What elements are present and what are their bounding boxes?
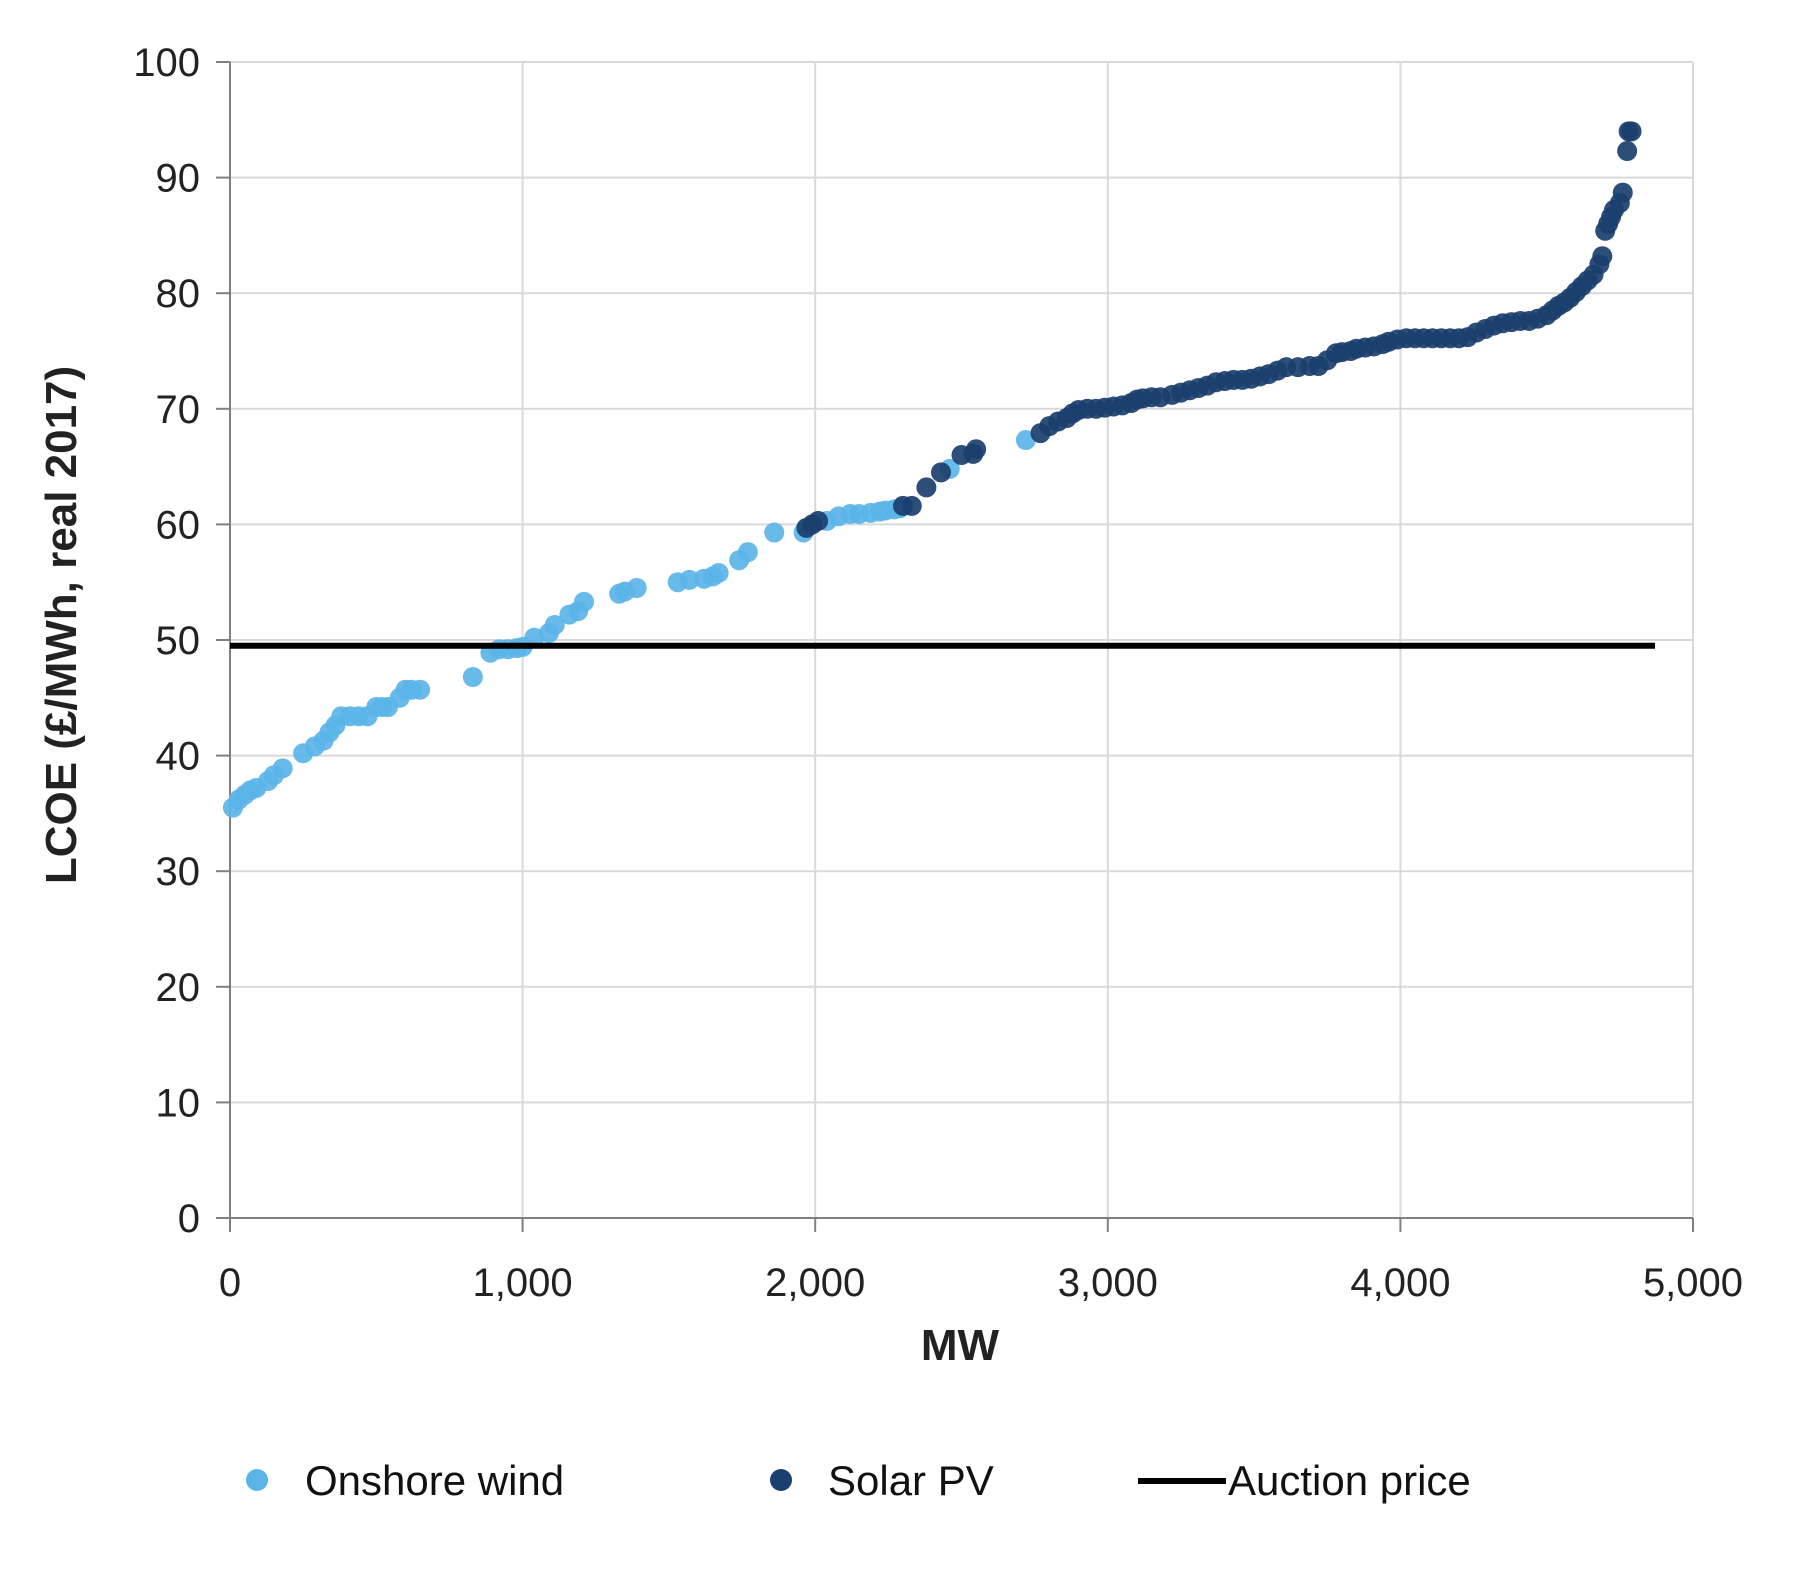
legend-marker-onshore-wind <box>246 1469 268 1491</box>
x-axis-ticks: 0 1,000 2,000 3,000 4,000 5,000 <box>219 1218 1743 1305</box>
y-axis-ticks: 0 10 20 30 40 50 60 70 80 90 100 <box>133 41 230 1241</box>
x-tick-label: 4,000 <box>1350 1261 1450 1305</box>
data-point-onshore-wind <box>708 562 729 583</box>
data-point-onshore-wind <box>462 666 483 687</box>
data-point-solar-pv <box>808 510 829 531</box>
legend-label-onshore-wind: Onshore wind <box>305 1457 564 1504</box>
legend-marker-solar-pv <box>770 1469 792 1491</box>
legend-label-auction-price: Auction price <box>1228 1457 1471 1504</box>
data-point-onshore-wind <box>574 591 595 612</box>
data-point-solar-pv <box>1592 246 1613 267</box>
data-point-onshore-wind <box>544 614 565 635</box>
y-axis-title: LCOE (£/MWh, real 2017) <box>37 366 86 884</box>
y-tick-label: 50 <box>156 619 201 663</box>
x-axis-title: MW <box>921 1321 1000 1370</box>
data-point-solar-pv <box>1621 121 1642 142</box>
y-tick-label: 40 <box>156 735 201 779</box>
data-point-solar-pv <box>901 495 922 516</box>
legend-label-solar-pv: Solar PV <box>828 1457 994 1504</box>
data-point-onshore-wind <box>737 542 758 563</box>
legend: Onshore wind Solar PV Auction price <box>246 1457 1471 1504</box>
y-tick-label: 10 <box>156 1081 201 1125</box>
x-tick-label: 5,000 <box>1643 1261 1743 1305</box>
y-tick-label: 90 <box>156 157 201 201</box>
x-tick-label: 2,000 <box>765 1261 865 1305</box>
legend-item-onshore-wind: Onshore wind <box>246 1457 564 1504</box>
data-point-onshore-wind <box>626 577 647 598</box>
data-point-solar-pv <box>1617 141 1638 162</box>
series-onshore-wind <box>222 430 1036 818</box>
grid-lines <box>230 61 1694 1218</box>
data-point-solar-pv <box>966 439 987 460</box>
data-point-onshore-wind <box>410 679 431 700</box>
x-tick-label: 3,000 <box>1058 1261 1158 1305</box>
data-point-onshore-wind <box>272 758 293 779</box>
y-tick-label: 30 <box>156 850 201 894</box>
y-tick-label: 20 <box>156 966 201 1010</box>
legend-item-auction-price: Auction price <box>1138 1457 1471 1504</box>
data-point-onshore-wind <box>764 522 785 543</box>
y-tick-label: 80 <box>156 272 201 316</box>
y-tick-label: 100 <box>133 41 200 85</box>
data-point-solar-pv <box>1612 182 1633 203</box>
series-solar-pv <box>796 121 1642 538</box>
data-point-solar-pv <box>916 477 937 498</box>
legend-item-solar-pv: Solar PV <box>770 1457 994 1504</box>
data-point-onshore-wind <box>679 569 700 590</box>
data-point-solar-pv <box>931 462 952 483</box>
series-layer <box>222 121 1655 818</box>
y-tick-label: 60 <box>156 503 201 547</box>
y-tick-label: 0 <box>178 1197 200 1241</box>
x-tick-label: 1,000 <box>473 1261 573 1305</box>
y-tick-label: 70 <box>156 388 201 432</box>
x-tick-label: 0 <box>219 1261 241 1305</box>
